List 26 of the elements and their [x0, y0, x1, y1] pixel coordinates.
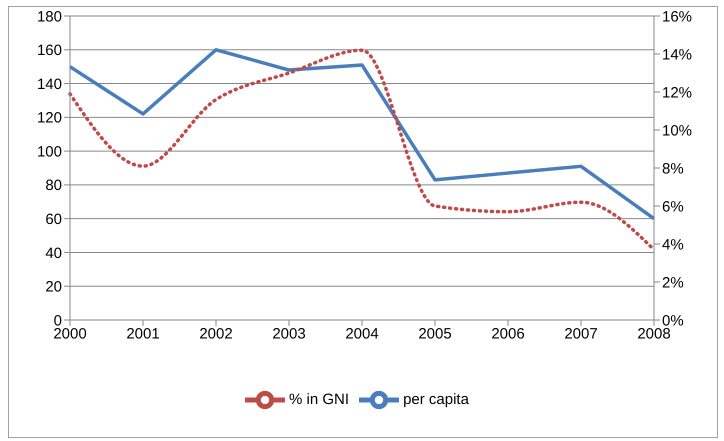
legend-label: per capita	[403, 390, 469, 408]
y2-tick-label: 12%	[662, 84, 692, 102]
y2-tick-label: 8%	[662, 160, 684, 178]
y-tick-label: 20	[45, 278, 62, 296]
y-tick-label: 40	[45, 244, 62, 262]
x-tick-label: 2003	[272, 326, 306, 343]
x-tick-label: 2002	[199, 326, 233, 343]
y-tick-label: 60	[45, 210, 62, 228]
y2-tick-label: 6%	[662, 198, 684, 216]
y-tick-label: 140	[36, 76, 62, 93]
legend-label: % in GNI	[289, 390, 350, 408]
y-tick-label: 80	[45, 177, 62, 194]
y2-tick-label: 14%	[662, 46, 692, 64]
x-tick-label: 2005	[418, 326, 452, 343]
y2-tick-label: 4%	[662, 236, 684, 254]
x-tick-label: 2006	[491, 326, 525, 343]
y2-tick-label: 10%	[662, 122, 692, 140]
y-tick-label: 160	[36, 42, 62, 60]
y-tick-label: 120	[36, 110, 62, 127]
y-tick-label: 100	[36, 143, 62, 160]
x-tick-label: 2004	[345, 326, 379, 343]
y2-tick-label: 2%	[662, 274, 684, 292]
y-tick-label: 180	[36, 8, 62, 26]
x-tick-label: 2001	[126, 326, 160, 343]
x-tick-label: 2007	[564, 326, 598, 343]
y2-tick-label: 16%	[662, 8, 692, 26]
